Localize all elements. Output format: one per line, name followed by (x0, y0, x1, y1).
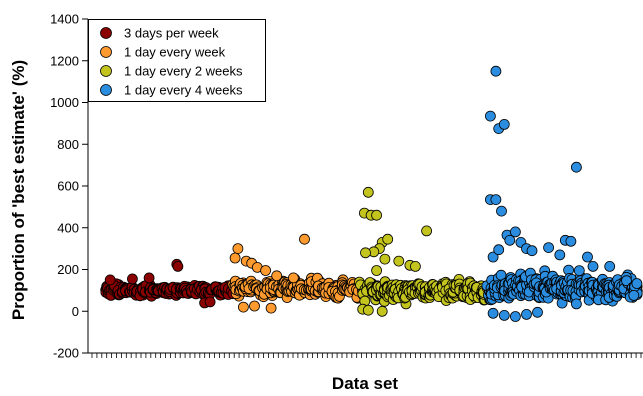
data-point-series-4 (521, 308, 532, 320)
data-point-series-3 (360, 247, 371, 259)
data-point-series-1 (143, 272, 155, 284)
data-point-series-2 (287, 272, 299, 284)
data-point-series-2 (265, 302, 277, 314)
legend-marker (100, 65, 112, 77)
data-point-series-4 (487, 307, 499, 319)
data-point-series-4 (532, 306, 543, 318)
y-axis-title: Proportion of 'best estimate' (%) (9, 60, 28, 320)
data-point-series-1 (172, 260, 184, 272)
data-point-series-3 (382, 233, 394, 245)
y-tick-label: -200 (53, 346, 79, 361)
data-point-series-4 (510, 226, 521, 238)
y-tick-label: 800 (57, 137, 79, 152)
data-point-series-4 (565, 235, 577, 247)
data-point-series-1 (104, 274, 116, 286)
points-layer (100, 65, 643, 322)
data-point-series-4 (510, 311, 521, 322)
data-point-series-2 (299, 233, 310, 245)
data-point-series-4 (573, 265, 585, 277)
data-point-series-4 (498, 119, 510, 130)
data-point-series-4 (631, 278, 643, 289)
data-point-series-4 (543, 242, 554, 254)
data-point-series-2 (271, 270, 283, 282)
data-point-series-4 (571, 161, 582, 173)
legend-marker (100, 46, 112, 58)
data-point-series-3 (376, 305, 388, 317)
y-tick-label: 200 (57, 262, 79, 277)
data-point-series-4 (526, 245, 538, 257)
data-point-series-4 (493, 244, 505, 256)
data-point-series-4 (490, 194, 502, 206)
data-point-series-4 (587, 260, 599, 272)
data-point-series-3 (362, 186, 374, 198)
legend-label: 1 day every week (124, 45, 226, 60)
axes-layer: -200 0 200 400 600 800 1000 1200 1400 (50, 12, 643, 361)
y-tick-label: 600 (57, 179, 79, 194)
data-point-series-3 (371, 265, 383, 276)
legend-label: 3 days per week (124, 26, 219, 41)
y-tick-label: 1400 (50, 12, 79, 27)
y-tick-label: 1200 (50, 53, 79, 68)
data-point-series-4 (498, 309, 510, 321)
data-point-series-1 (126, 273, 138, 285)
data-point-series-3 (409, 260, 421, 272)
legend-label: 1 day every 2 weeks (124, 64, 243, 79)
data-point-series-3 (362, 304, 374, 316)
data-point-series-2 (237, 301, 249, 313)
data-point-series-3 (371, 209, 383, 221)
data-point-series-4 (487, 251, 499, 263)
data-point-series-2 (260, 265, 272, 276)
x-axis-title: Data set (332, 374, 398, 393)
data-point-series-3 (393, 255, 405, 267)
legend-label: 1 day every 4 weeks (124, 83, 243, 98)
data-point-series-4 (554, 249, 566, 261)
data-point-series-2 (249, 300, 260, 312)
data-point-series-4 (484, 110, 496, 122)
data-point-series-4 (628, 289, 640, 301)
legend: 3 days per week 1 day every week 1 day eve… (88, 19, 266, 102)
data-point-series-3 (421, 225, 433, 237)
data-point-series-3 (379, 253, 391, 265)
data-point-series-2 (232, 243, 244, 255)
data-point-series-4 (604, 260, 616, 272)
data-point-series-4 (490, 65, 502, 77)
legend-marker (100, 27, 112, 39)
data-point-series-1 (204, 296, 216, 308)
y-tick-label: 0 (72, 304, 79, 319)
legend-marker (100, 84, 112, 96)
y-tick-label: 1000 (50, 95, 79, 110)
data-point-series-4 (582, 251, 593, 263)
data-point-series-4 (504, 234, 516, 246)
data-point-series-2 (229, 252, 241, 264)
y-tick-label: 400 (57, 220, 79, 235)
data-point-series-4 (496, 205, 507, 217)
data-point-series-4 (571, 298, 582, 310)
legend-box (88, 19, 266, 102)
data-point-series-4 (621, 275, 632, 287)
